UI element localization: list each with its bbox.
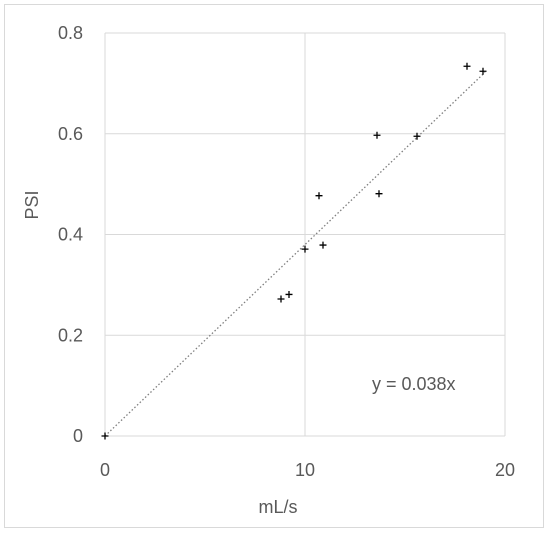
data-point [285, 290, 293, 298]
x-axis-title: mL/s [258, 497, 297, 517]
data-point [315, 192, 323, 200]
data-point [375, 190, 383, 198]
x-tick-label: 10 [295, 460, 315, 480]
y-axis-title: PSI [22, 190, 42, 219]
grid-lines [104, 32, 506, 437]
data-point [301, 245, 309, 253]
y-tick-label: 0 [73, 426, 83, 446]
trendline-equation: y = 0.038x [372, 374, 456, 394]
data-point [277, 295, 285, 303]
y-tick-label: 0.8 [58, 23, 83, 43]
data-point [101, 432, 109, 440]
y-tick-label: 0.4 [58, 225, 83, 245]
y-tick-label: 0.2 [58, 325, 83, 345]
trendline-group [104, 71, 486, 437]
trendline [104, 71, 486, 437]
data-point [319, 241, 327, 249]
x-tick-label: 0 [100, 460, 110, 480]
data-point [479, 67, 487, 75]
chart-frame [4, 4, 544, 528]
x-tick-labels: 0 10 20 [100, 460, 515, 480]
data-point [463, 62, 471, 70]
x-tick-label: 20 [495, 460, 515, 480]
y-tick-label: 0.6 [58, 124, 83, 144]
data-points [101, 62, 487, 440]
data-point [413, 132, 421, 140]
y-tick-labels: 0 0.2 0.4 0.6 0.8 [58, 23, 83, 446]
data-point [373, 131, 381, 139]
